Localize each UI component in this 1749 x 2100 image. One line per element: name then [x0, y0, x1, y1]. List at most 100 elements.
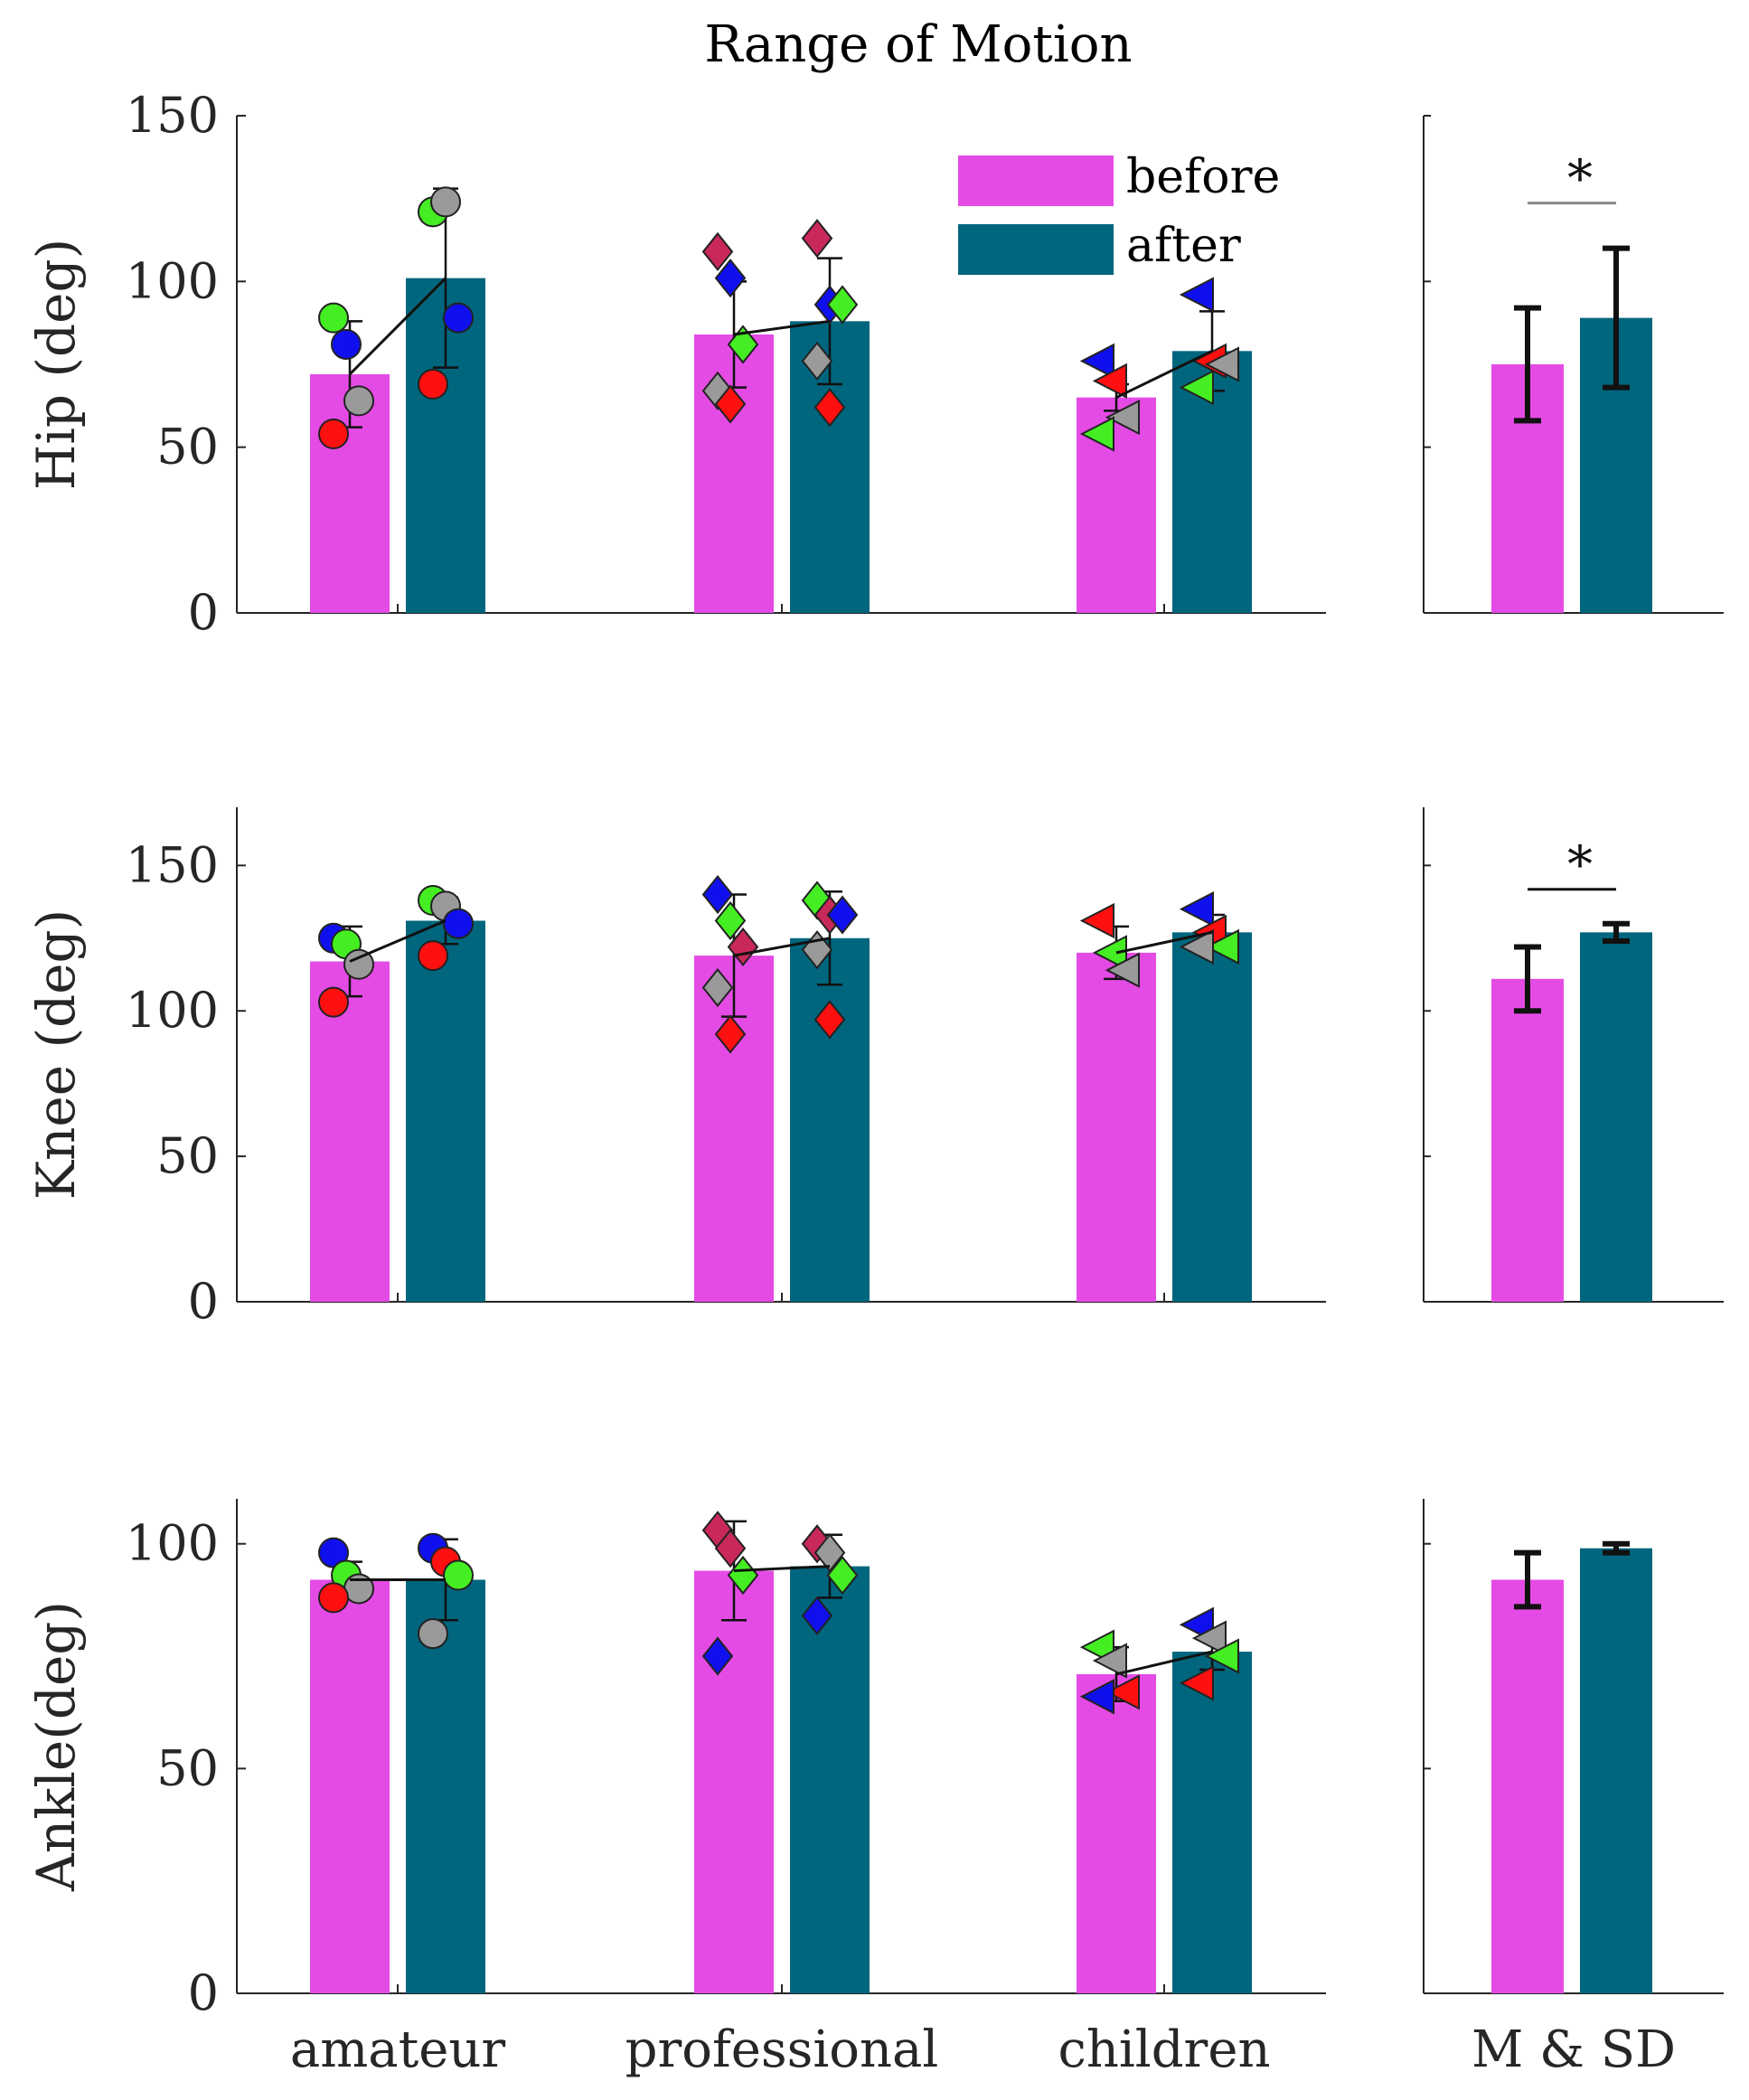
summary-bar-after [1580, 932, 1652, 1302]
point-marker [443, 1559, 474, 1591]
point-marker [1079, 416, 1114, 452]
point-marker [430, 186, 461, 218]
y-tick-label: 150 [126, 87, 219, 144]
point-marker [1092, 935, 1127, 971]
point-marker [813, 1000, 846, 1040]
point-marker [1191, 1620, 1227, 1656]
legend-swatch-after [958, 224, 1114, 275]
y-axis-label: Hip (deg) [25, 239, 87, 491]
x-tick-label-amateur: amateur [290, 2020, 506, 2079]
mean-connector [1115, 1650, 1213, 1676]
point-marker [714, 1014, 747, 1054]
point-marker [343, 948, 374, 980]
point-marker [826, 895, 859, 935]
point-marker [1204, 1638, 1239, 1674]
point-marker [1179, 370, 1214, 406]
bar-after [1172, 1652, 1252, 1993]
mean-connector [349, 919, 447, 963]
point-marker [1179, 277, 1214, 313]
x-tick-label-professional: professional [625, 2020, 939, 2079]
point-marker [801, 219, 833, 259]
point-marker [801, 341, 833, 381]
legend: before after [958, 150, 1280, 275]
y-tick-label: 50 [156, 1127, 219, 1184]
point-marker [1092, 1643, 1127, 1679]
x-axis-labels: amateur professional children M & SD [290, 2020, 1676, 2079]
mean-connector [1115, 930, 1213, 955]
y-tick-label: 100 [126, 252, 219, 309]
bar-after [1172, 932, 1252, 1302]
panel-ankle: 0 50 100 Ankle(deg) [25, 1499, 1724, 2021]
point-marker [318, 302, 349, 334]
point-marker [813, 388, 846, 428]
point-marker [813, 1533, 846, 1573]
point-marker [714, 900, 747, 941]
mean-connector [1115, 349, 1213, 400]
point-marker [331, 329, 362, 360]
y-tick-label: 50 [156, 1739, 219, 1796]
point-marker [701, 231, 734, 271]
y-axis-label: Knee (deg) [25, 909, 87, 1201]
point-marker [826, 285, 859, 325]
point-marker [1092, 363, 1127, 399]
point-marker [701, 1636, 734, 1676]
mean-connector [733, 1565, 831, 1573]
point-marker [1105, 952, 1140, 988]
point-marker [701, 874, 734, 915]
point-marker [1105, 400, 1140, 436]
mean-connector [348, 277, 447, 376]
point-marker [826, 1555, 859, 1596]
point-marker [318, 1582, 349, 1614]
bar-after [790, 1566, 870, 1993]
point-marker [714, 384, 747, 424]
bar-before [1077, 952, 1156, 1302]
point-marker [443, 908, 474, 939]
point-marker [1179, 890, 1214, 928]
point-marker [318, 986, 349, 1018]
point-marker [318, 419, 349, 449]
point-marker [1179, 928, 1214, 965]
point-marker [701, 967, 734, 1008]
mean-connector [733, 319, 831, 336]
figure-title: Range of Motion [704, 15, 1132, 74]
y-tick-label: 0 [188, 584, 219, 641]
point-marker [418, 1618, 448, 1650]
y-axis-label: Ankle(deg) [25, 1601, 87, 1892]
significance-star: * [1567, 150, 1593, 209]
bar-after [406, 1579, 485, 1993]
summary-bar-before [1491, 1579, 1564, 1993]
y-tick-label: 0 [188, 1964, 219, 2021]
point-marker [1204, 346, 1239, 382]
point-marker [1079, 1679, 1114, 1715]
y-tick-label: 100 [126, 982, 219, 1039]
bar-before [694, 1570, 774, 1993]
point-marker [343, 385, 374, 417]
panel-hip: 0 50 100 150 Hip (deg) * [25, 87, 1724, 641]
summary-bar-after [1580, 1548, 1652, 1993]
mean-connector [733, 937, 831, 957]
legend-label-after: after [1126, 219, 1241, 273]
point-marker [418, 940, 448, 972]
bar-before [310, 1579, 390, 1993]
point-marker [714, 259, 747, 298]
point-marker [418, 369, 448, 400]
point-marker [1105, 1674, 1140, 1710]
y-tick-label: 150 [126, 836, 219, 893]
point-marker [714, 1529, 747, 1568]
y-tick-label: 50 [156, 419, 219, 476]
point-marker [443, 302, 474, 334]
y-tick-label: 100 [126, 1515, 219, 1572]
bar-before [1077, 1673, 1156, 1993]
summary-bar-before [1491, 978, 1564, 1302]
legend-swatch-before [958, 155, 1114, 206]
point-marker [1079, 902, 1114, 939]
bar-after [790, 937, 870, 1302]
y-tick-label: 0 [188, 1273, 219, 1330]
point-marker [1204, 928, 1239, 965]
legend-label-before: before [1126, 150, 1280, 204]
summary-x-label: M & SD [1472, 2020, 1676, 2079]
bar-after [406, 920, 485, 1302]
point-marker [801, 1596, 833, 1635]
significance-star: * [1567, 836, 1593, 895]
